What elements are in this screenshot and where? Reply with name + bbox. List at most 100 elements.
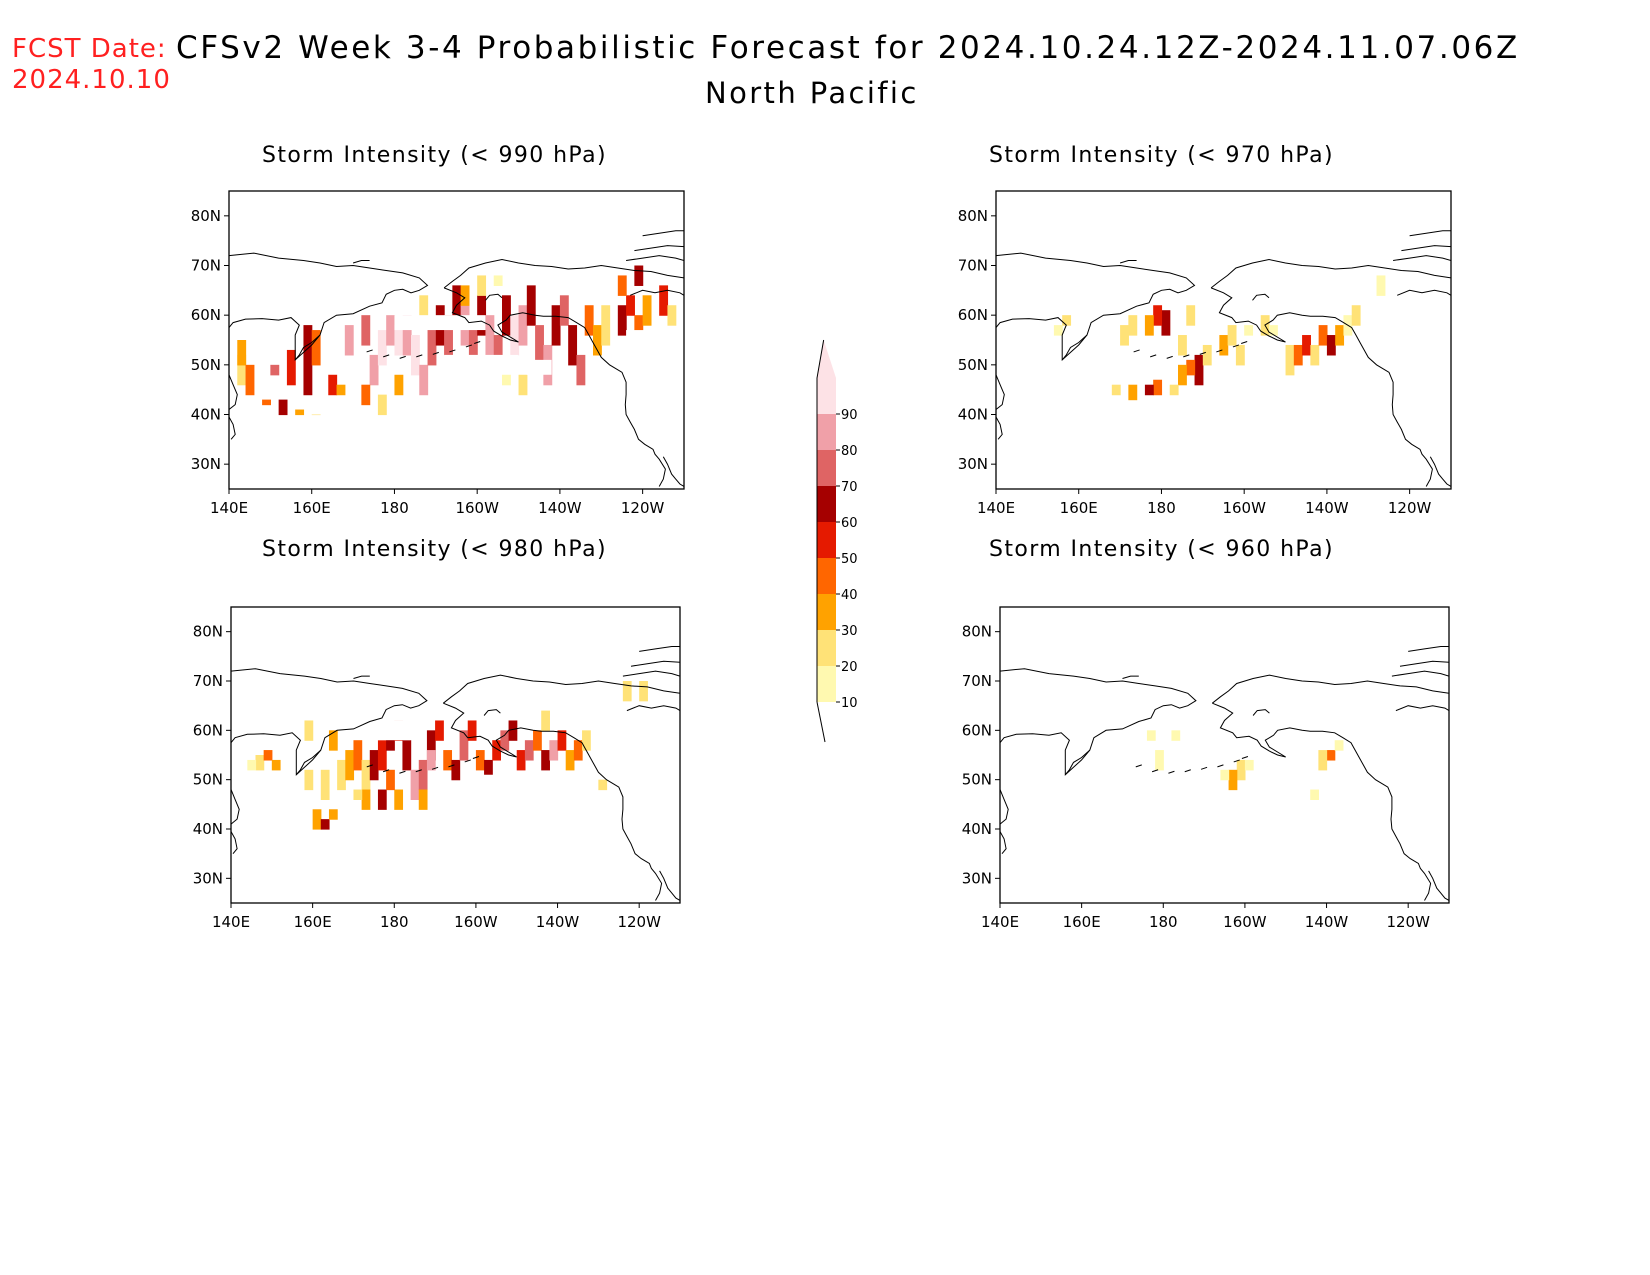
page-subtitle: North Pacific — [705, 76, 919, 110]
probability-cell — [344, 325, 354, 356]
colorbar-swatch — [817, 630, 836, 666]
lat-tick-label: 60N — [958, 306, 988, 324]
probability-cell — [369, 354, 379, 386]
probability-cell — [1351, 305, 1361, 326]
coastline — [996, 416, 1003, 440]
probability-cell — [518, 305, 528, 346]
probability-cell — [377, 740, 387, 771]
probability-cell — [336, 384, 346, 396]
probability-cell — [642, 295, 652, 326]
probability-cell — [626, 295, 635, 316]
lat-tick-label: 40N — [191, 406, 221, 424]
probability-cell — [634, 315, 644, 336]
colorbar-tick-label: 90 — [841, 408, 858, 423]
coastline — [1122, 675, 1139, 679]
probability-cell — [518, 374, 528, 396]
island — [383, 354, 390, 358]
probability-cell — [1376, 275, 1386, 296]
probability-cell — [559, 295, 569, 326]
probability-cell — [508, 720, 518, 741]
coastline — [1393, 255, 1451, 261]
island — [1216, 349, 1223, 353]
colorbar-tick-label: 50 — [841, 552, 858, 567]
colorbar-tick-label: 30 — [841, 624, 858, 639]
coastline — [996, 252, 1196, 362]
probability-cell — [500, 730, 510, 751]
probability-cell — [1128, 384, 1138, 401]
coastline — [231, 668, 428, 776]
lat-tick-label: 50N — [958, 356, 988, 374]
probability-cell — [286, 349, 296, 386]
probability-cell — [245, 364, 255, 396]
probability-cell — [549, 740, 559, 761]
probability-cell — [328, 730, 338, 751]
panel-title-990: Storm Intensity (< 990 hPa) — [262, 143, 607, 168]
probability-cell — [593, 325, 602, 356]
coastline — [295, 749, 322, 776]
probability-cell — [601, 305, 611, 346]
probability-cell — [622, 681, 632, 702]
colorbar-swatch — [817, 558, 836, 594]
lon-tick-label: 140W — [536, 913, 580, 931]
probability-cell — [361, 789, 371, 810]
island — [1233, 759, 1240, 763]
missing-data-area — [526, 359, 552, 375]
colorbar-tick-label: 10 — [841, 696, 858, 711]
probability-field — [247, 681, 648, 830]
island — [366, 349, 373, 353]
probability-cell — [582, 730, 591, 751]
probability-cell — [247, 759, 257, 771]
probability-cell — [1310, 344, 1320, 366]
coastline — [442, 674, 680, 704]
lat-tick-label: 80N — [193, 623, 223, 641]
lon-tick-label: 160E — [294, 913, 332, 931]
probability-cell — [410, 769, 420, 800]
probability-cell — [468, 325, 478, 366]
lat-tick-label: 80N — [958, 207, 988, 225]
probability-cell — [485, 315, 495, 356]
island — [431, 766, 439, 770]
probability-cell — [402, 315, 412, 356]
probability-cell — [460, 285, 470, 306]
probability-cell — [1269, 325, 1278, 336]
colorbar-edge — [816, 339, 825, 702]
colorbar-swatch — [817, 450, 836, 486]
probability-cell — [353, 740, 363, 771]
map-frame — [999, 606, 1450, 904]
probability-cell — [328, 809, 338, 820]
probability-cell — [361, 384, 371, 406]
probability-cell — [394, 789, 404, 810]
coastline — [1000, 789, 1009, 825]
probability-cell — [1220, 769, 1230, 781]
probability-field — [1053, 275, 1386, 401]
lat-tick-label: 50N — [962, 771, 992, 789]
lat-tick-label: 30N — [193, 869, 223, 887]
probability-cell — [451, 759, 461, 781]
probability-cell — [1062, 315, 1072, 326]
probability-cell — [304, 769, 314, 791]
probability-cell — [1186, 359, 1196, 376]
colorbar-tick-label: 80 — [841, 444, 858, 459]
probability-cell — [271, 759, 281, 771]
probability-cell — [1318, 750, 1328, 771]
coastline — [1399, 660, 1449, 667]
coastlines — [229, 230, 684, 487]
probability-cell — [1178, 364, 1187, 386]
island — [1133, 349, 1140, 353]
colorbar-tick-label: 60 — [841, 516, 858, 531]
coastline — [639, 646, 680, 652]
coastlines — [996, 230, 1451, 487]
probability-cell — [311, 330, 321, 366]
lat-tick-label: 60N — [962, 721, 992, 739]
lat-tick-label: 60N — [193, 721, 223, 739]
lat-tick-label: 40N — [958, 406, 988, 424]
probability-cell — [541, 750, 550, 771]
coastline — [1409, 230, 1451, 237]
coastline — [1212, 702, 1432, 901]
probability-cell — [411, 335, 420, 376]
probability-cell — [524, 740, 534, 761]
coastline — [634, 245, 684, 252]
probability-cell — [1326, 335, 1336, 356]
coastline — [231, 789, 240, 825]
probability-cell — [1178, 335, 1187, 356]
